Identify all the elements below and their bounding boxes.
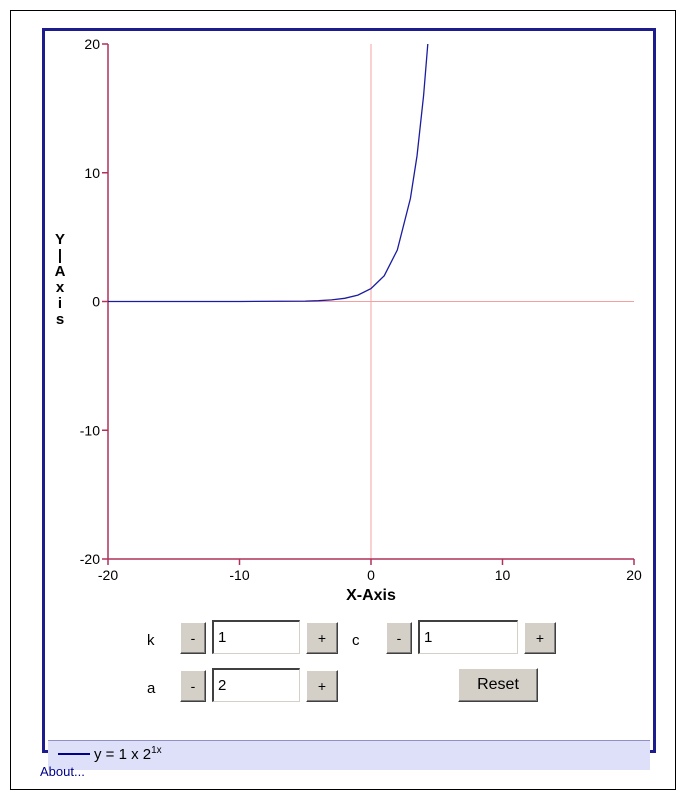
y-tick-label: 10 bbox=[84, 165, 100, 181]
legend-series-swatch bbox=[58, 753, 90, 755]
c-label: c bbox=[352, 632, 360, 649]
x-tick-label: 0 bbox=[367, 567, 375, 583]
c-decrement-button[interactable]: - bbox=[386, 622, 412, 654]
a-decrement-button[interactable]: - bbox=[180, 670, 206, 702]
about-link[interactable]: About... bbox=[40, 764, 85, 779]
function-curve bbox=[108, 43, 429, 303]
y-tick-label: -20 bbox=[80, 551, 100, 567]
y-tick-label: 0 bbox=[92, 294, 100, 310]
a-label: a bbox=[147, 680, 156, 697]
x-tick-label: -10 bbox=[229, 567, 249, 583]
k-input[interactable] bbox=[212, 620, 300, 654]
k-label: k bbox=[147, 632, 155, 649]
x-tick-label: -20 bbox=[98, 567, 118, 583]
x-tick-label: 10 bbox=[495, 567, 511, 583]
k-decrement-button[interactable]: - bbox=[180, 622, 206, 654]
reset-button[interactable]: Reset bbox=[458, 668, 538, 702]
a-increment-button[interactable]: + bbox=[306, 670, 338, 702]
legend-equation: y = 1 x 21x bbox=[94, 745, 162, 763]
y-tick-label: 20 bbox=[84, 36, 100, 52]
x-axis-label: X-Axis bbox=[346, 587, 396, 604]
y-tick-label: -10 bbox=[80, 422, 100, 438]
a-input[interactable] bbox=[212, 668, 300, 702]
x-tick-label: 20 bbox=[626, 567, 642, 583]
c-increment-button[interactable]: + bbox=[524, 622, 556, 654]
k-increment-button[interactable]: + bbox=[306, 622, 338, 654]
legend-equation-exponent: 1x bbox=[151, 745, 162, 756]
legend-equation-main: y = 1 x 2 bbox=[94, 746, 152, 763]
c-input[interactable] bbox=[418, 620, 518, 654]
legend-bar: y = 1 x 21x bbox=[48, 740, 650, 770]
